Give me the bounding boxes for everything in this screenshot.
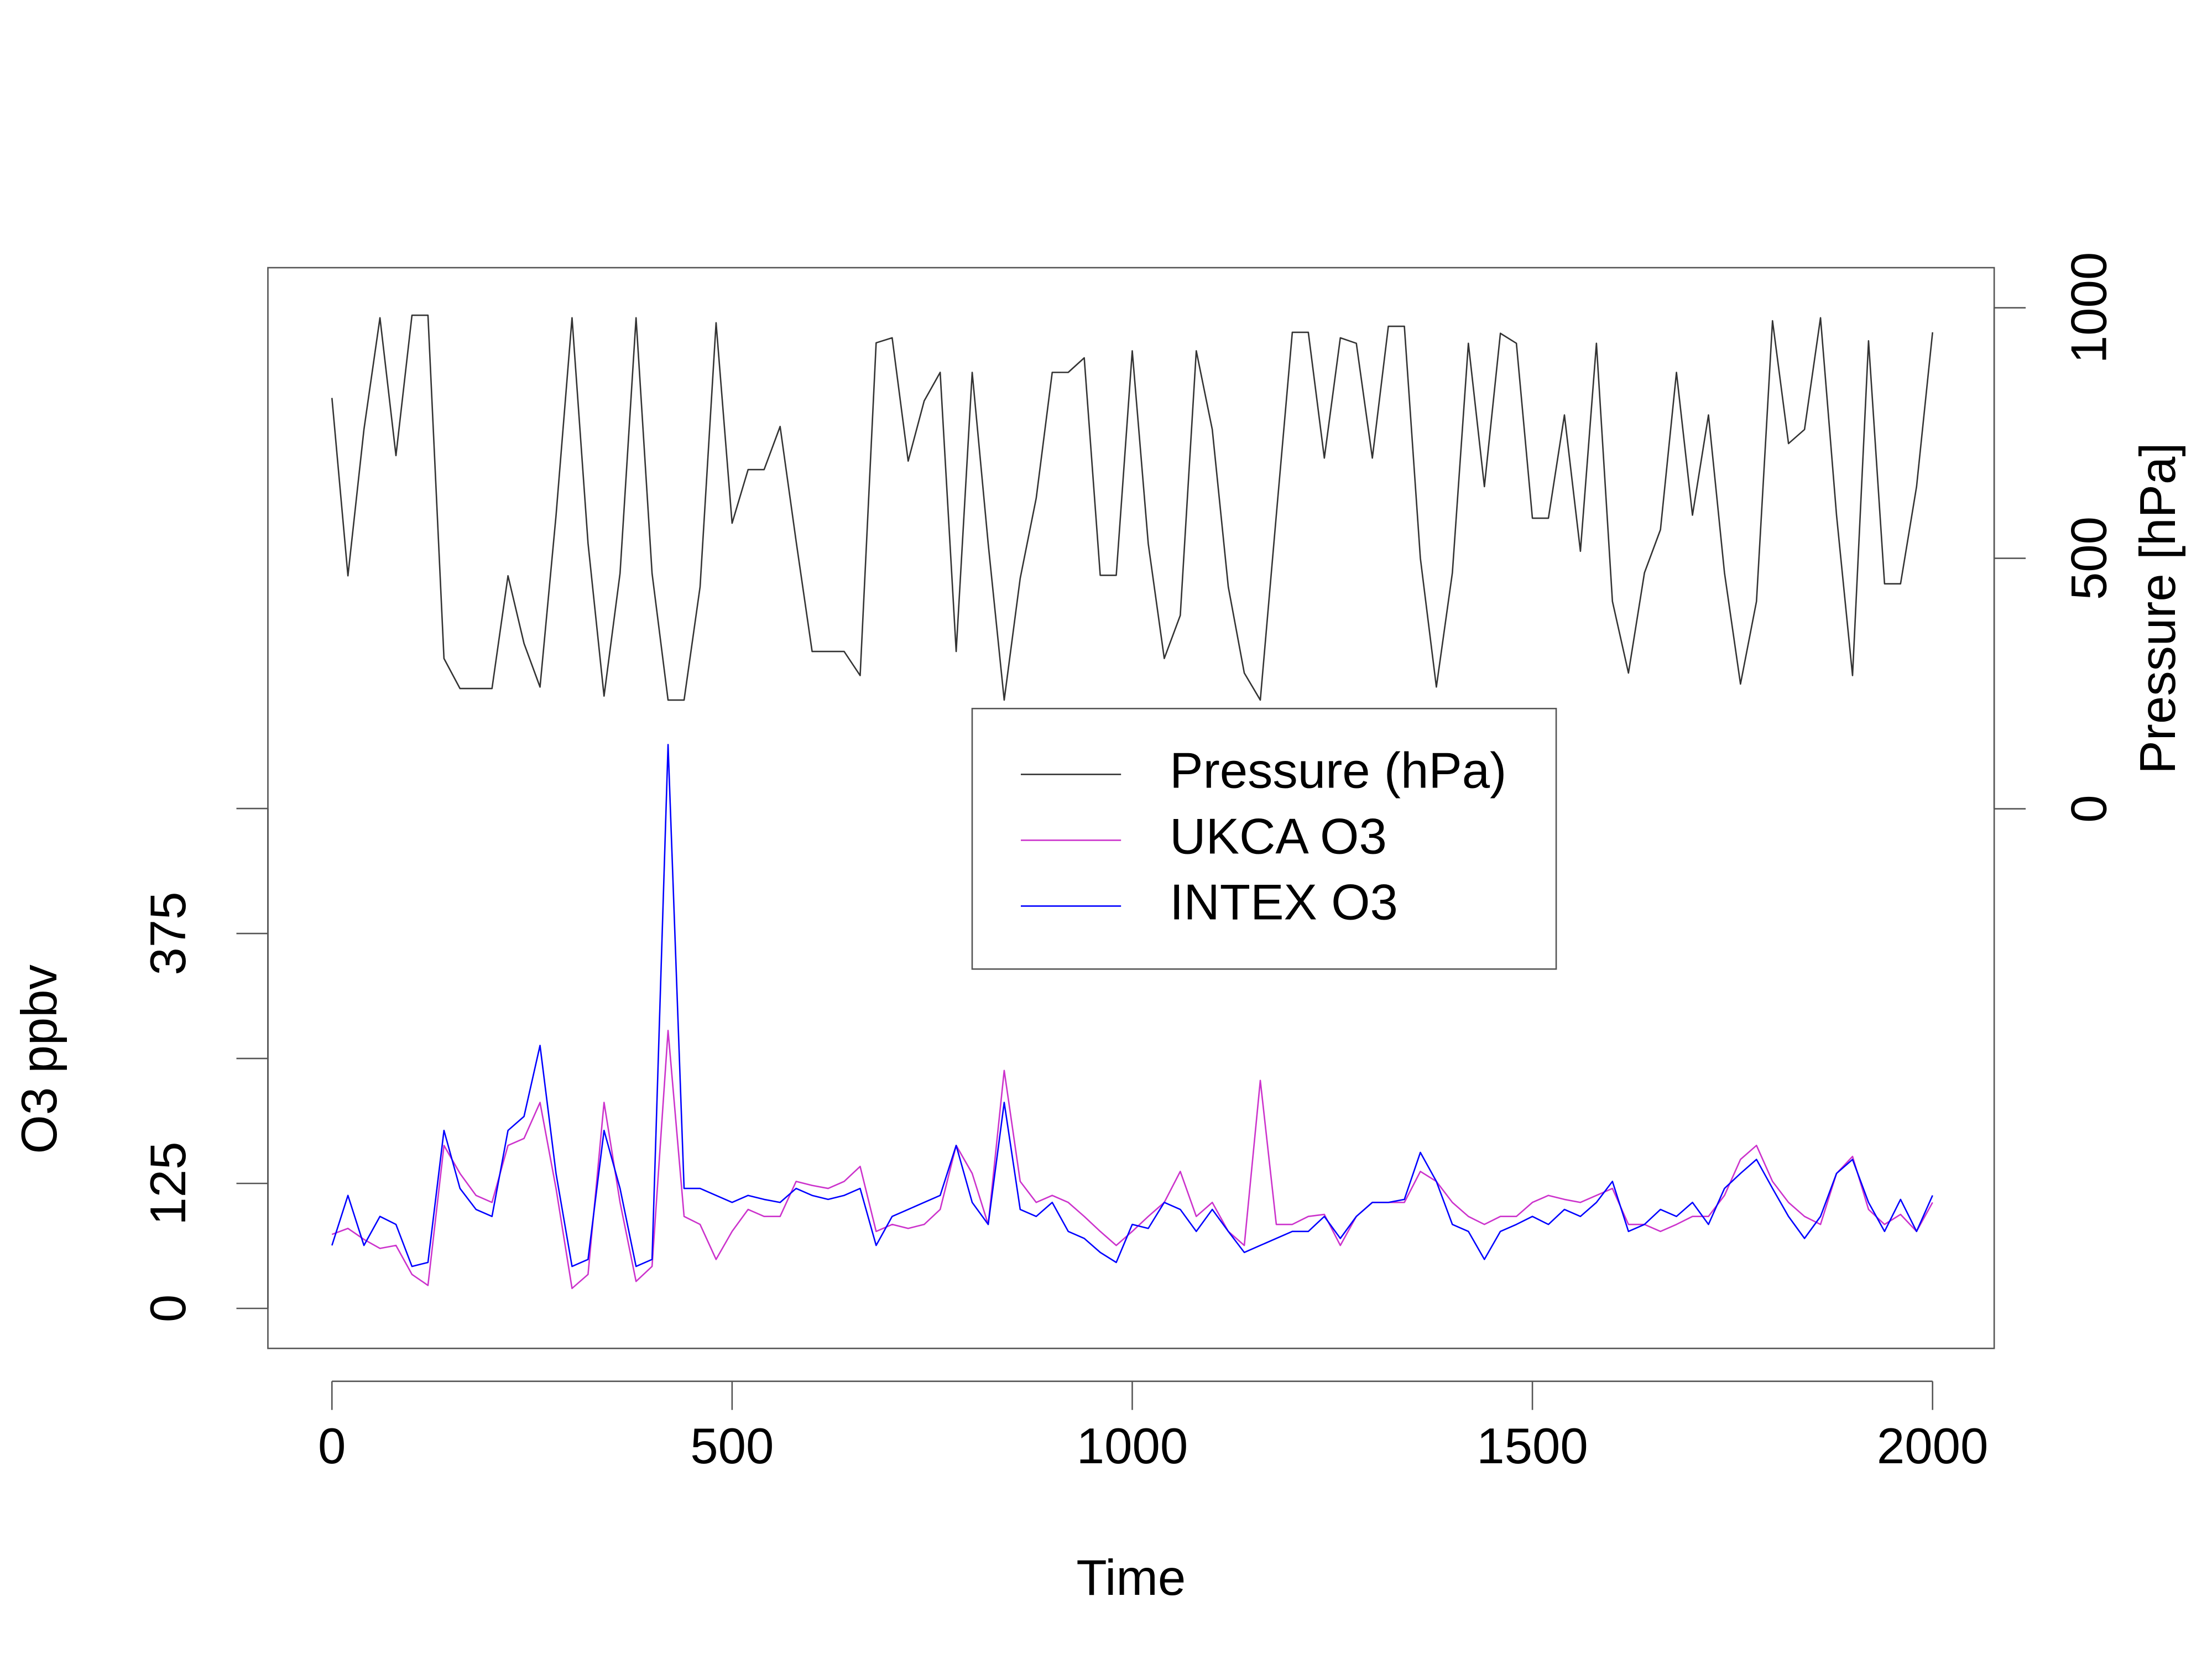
series-line — [331, 314, 1933, 701]
legend-box — [971, 707, 1557, 970]
x-axis-label: Time — [1076, 1550, 1186, 1606]
legend-label: Pressure (hPa) — [1170, 743, 1506, 799]
x-tick-label: 1500 — [1477, 1418, 1588, 1474]
y-axis-label: O3 ppbv — [12, 964, 67, 1154]
y-tick-label: 375 — [140, 891, 196, 975]
y2-tick-label: 1000 — [2062, 252, 2117, 364]
y-tick-label: 0 — [140, 1295, 196, 1322]
legend-label: INTEX O3 — [1170, 874, 1398, 930]
y2-tick-label: 0 — [2062, 795, 2117, 822]
series-line — [331, 1030, 1933, 1290]
y2-tick-label: 500 — [2062, 517, 2117, 600]
x-tick-label: 0 — [318, 1418, 346, 1474]
legend-label: UKCA O3 — [1170, 808, 1387, 864]
y-tick-label: 125 — [140, 1141, 196, 1225]
x-tick-label: 1000 — [1077, 1418, 1188, 1474]
y2-axis-label: Pressure [hPa] — [2130, 443, 2186, 774]
series-line — [331, 744, 1933, 1267]
x-tick-label: 500 — [690, 1418, 774, 1474]
x-tick-label: 2000 — [1877, 1418, 1989, 1474]
